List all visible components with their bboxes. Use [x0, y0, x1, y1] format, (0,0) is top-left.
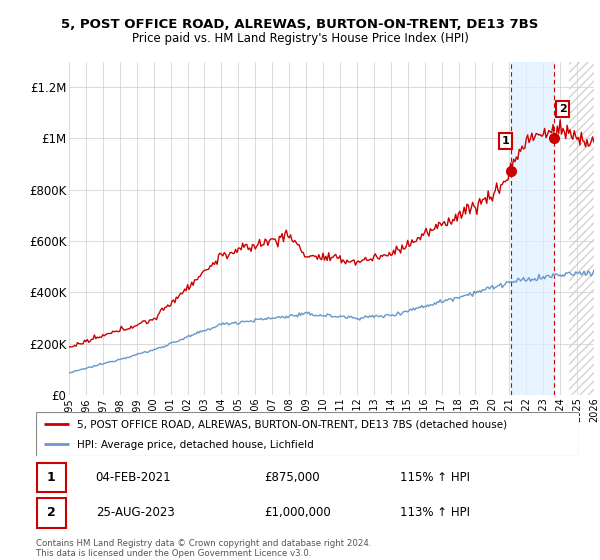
Text: £1,000,000: £1,000,000 [264, 506, 331, 520]
Text: 113% ↑ HPI: 113% ↑ HPI [400, 506, 470, 520]
Text: 04-FEB-2021: 04-FEB-2021 [96, 471, 172, 484]
Text: 5, POST OFFICE ROAD, ALREWAS, BURTON-ON-TRENT, DE13 7BS: 5, POST OFFICE ROAD, ALREWAS, BURTON-ON-… [61, 18, 539, 31]
Text: 25-AUG-2023: 25-AUG-2023 [96, 506, 175, 520]
Text: 2: 2 [47, 506, 56, 520]
Bar [37, 498, 67, 528]
Bar [569, 62, 600, 395]
Bar [37, 463, 67, 492]
Text: 5, POST OFFICE ROAD, ALREWAS, BURTON-ON-TRENT, DE13 7BS (detached house): 5, POST OFFICE ROAD, ALREWAS, BURTON-ON-… [77, 419, 507, 429]
Text: 115% ↑ HPI: 115% ↑ HPI [400, 471, 470, 484]
Text: 1: 1 [502, 136, 509, 146]
Text: 1: 1 [47, 471, 56, 484]
Text: HPI: Average price, detached house, Lichfield: HPI: Average price, detached house, Lich… [77, 440, 313, 450]
Bar [569, 62, 600, 395]
Text: Price paid vs. HM Land Registry's House Price Index (HPI): Price paid vs. HM Land Registry's House … [131, 32, 469, 45]
Bar [511, 62, 554, 395]
Text: £875,000: £875,000 [264, 471, 320, 484]
Text: Contains HM Land Registry data © Crown copyright and database right 2024.
This d: Contains HM Land Registry data © Crown c… [36, 539, 371, 558]
Text: 2: 2 [559, 104, 566, 114]
